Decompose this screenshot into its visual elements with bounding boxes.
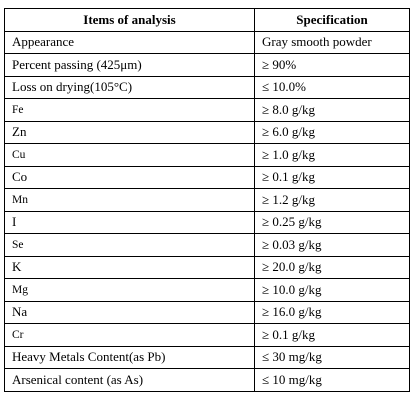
table-row: Heavy Metals Content(as Pb) ≤ 30 mg/kg bbox=[4, 345, 410, 369]
specification-cell: ≤ 10.0% bbox=[254, 75, 410, 99]
specification-cell: ≥ 90% bbox=[254, 53, 410, 77]
analysis-item-cell: Percent passing (425μm) bbox=[4, 53, 255, 77]
table-row: Mg ≥ 10.0 g/kg bbox=[4, 278, 410, 302]
analysis-item-cell: Se bbox=[4, 233, 255, 257]
table-row: Arsenical content (as As) ≤ 10 mg/kg bbox=[4, 368, 410, 392]
specification-cell: ≥ 1.0 g/kg bbox=[254, 143, 410, 167]
analysis-item-cell: Fe bbox=[4, 98, 255, 122]
analysis-item-cell: Loss on drying(105°C) bbox=[4, 75, 255, 99]
specification-cell: ≤ 30 mg/kg bbox=[254, 345, 410, 369]
table-row: Percent passing (425μm) ≥ 90% bbox=[4, 53, 410, 77]
specification-cell: ≥ 20.0 g/kg bbox=[254, 255, 410, 279]
analysis-item-cell: Na bbox=[4, 300, 255, 324]
table-row: Loss on drying(105°C) ≤ 10.0% bbox=[4, 75, 410, 99]
analysis-item-cell: Heavy Metals Content(as Pb) bbox=[4, 345, 255, 369]
specification-cell: ≥ 0.03 g/kg bbox=[254, 233, 410, 257]
specification-cell: Gray smooth powder bbox=[254, 30, 410, 54]
specification-cell: ≥ 0.1 g/kg bbox=[254, 165, 410, 189]
specification-table: Items of analysis Specification Appearan… bbox=[4, 8, 410, 392]
specification-cell: ≥ 6.0 g/kg bbox=[254, 120, 410, 144]
header-items-of-analysis: Items of analysis bbox=[4, 8, 255, 32]
analysis-item-cell: Co bbox=[4, 165, 255, 189]
analysis-item-cell: I bbox=[4, 210, 255, 234]
specification-cell: ≥ 0.25 g/kg bbox=[254, 210, 410, 234]
analysis-item-cell: Mn bbox=[4, 188, 255, 212]
table-row: Se ≥ 0.03 g/kg bbox=[4, 233, 410, 257]
analysis-item-cell: Zn bbox=[4, 120, 255, 144]
table-row: Fe ≥ 8.0 g/kg bbox=[4, 98, 410, 122]
table-row: Cu ≥ 1.0 g/kg bbox=[4, 143, 410, 167]
table-row: Zn ≥ 6.0 g/kg bbox=[4, 120, 410, 144]
specification-cell: ≤ 10 mg/kg bbox=[254, 368, 410, 392]
table-row: Cr ≥ 0.1 g/kg bbox=[4, 323, 410, 347]
table-row: Na ≥ 16.0 g/kg bbox=[4, 300, 410, 324]
table-row: Appearance Gray smooth powder bbox=[4, 30, 410, 54]
analysis-item-cell: Cu bbox=[4, 143, 255, 167]
table-body: Appearance Gray smooth powder Percent pass… bbox=[4, 30, 410, 392]
header-specification: Specification bbox=[254, 8, 410, 32]
analysis-item-cell: K bbox=[4, 255, 255, 279]
analysis-item-cell: Cr bbox=[4, 323, 255, 347]
analysis-item-cell: Mg bbox=[4, 278, 255, 302]
analysis-item-cell: Arsenical content (as As) bbox=[4, 368, 255, 392]
analysis-item-cell: Appearance bbox=[4, 30, 255, 54]
table-row: Co ≥ 0.1 g/kg bbox=[4, 165, 410, 189]
specification-cell: ≥ 10.0 g/kg bbox=[254, 278, 410, 302]
specification-cell: ≥ 8.0 g/kg bbox=[254, 98, 410, 122]
specification-cell: ≥ 16.0 g/kg bbox=[254, 300, 410, 324]
specification-cell: ≥ 0.1 g/kg bbox=[254, 323, 410, 347]
table-row: I ≥ 0.25 g/kg bbox=[4, 210, 410, 234]
table-row: Mn ≥ 1.2 g/kg bbox=[4, 188, 410, 212]
table-row: K ≥ 20.0 g/kg bbox=[4, 255, 410, 279]
specification-cell: ≥ 1.2 g/kg bbox=[254, 188, 410, 212]
header-row: Items of analysis Specification bbox=[4, 8, 410, 32]
